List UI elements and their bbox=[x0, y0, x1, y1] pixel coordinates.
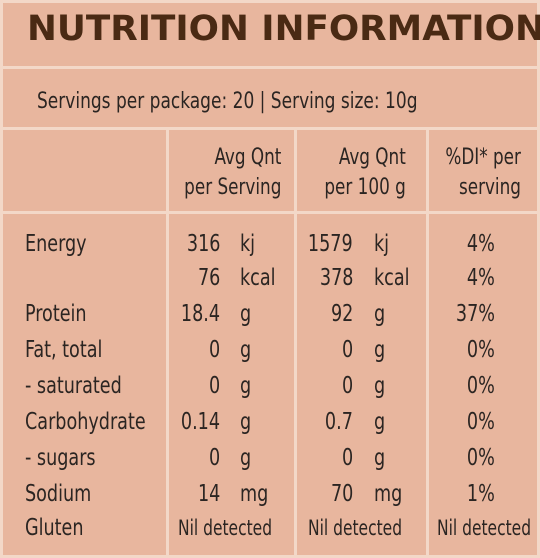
per-100g-value: 0 bbox=[341, 445, 353, 471]
per-100g-value: 0.7 bbox=[325, 409, 353, 435]
per-serving-value: 14 bbox=[197, 481, 220, 507]
gluten-per-serving: Nil detected bbox=[178, 516, 273, 540]
per-serving-unit: kcal bbox=[240, 265, 276, 291]
row-label: Gluten bbox=[25, 515, 84, 541]
per-serving-unit: kj bbox=[240, 231, 256, 257]
per-100g-value: 70 bbox=[330, 481, 353, 507]
per-100g-value: 0 bbox=[341, 373, 353, 399]
per-serving-unit: mg bbox=[240, 481, 269, 507]
per-serving-unit: g bbox=[240, 409, 252, 435]
per-100g-unit: g bbox=[374, 301, 386, 327]
row-label: Carbohydrate bbox=[25, 409, 146, 435]
per-100g-unit: g bbox=[374, 373, 386, 399]
per-serving-unit: g bbox=[240, 337, 252, 363]
header-divider bbox=[3, 211, 537, 214]
per-100g-unit: g bbox=[374, 445, 386, 471]
title-bar: NUTRITION INFORMATION bbox=[3, 3, 540, 69]
per-100g-unit: g bbox=[374, 409, 386, 435]
per-100g-unit: kcal bbox=[374, 265, 410, 291]
per-100g-value: 378 bbox=[319, 265, 353, 291]
per-100g-unit: mg bbox=[374, 481, 403, 507]
row-label: Fat, total bbox=[25, 337, 103, 363]
per-100g-value: 1579 bbox=[308, 231, 353, 257]
serving-bar: Servings per package: 20 | Serving size:… bbox=[3, 69, 537, 130]
per-serving-unit: g bbox=[240, 445, 252, 471]
per-100g-unit: kj bbox=[374, 231, 390, 257]
di-value: 1% bbox=[467, 481, 495, 507]
per-serving-value: 0.14 bbox=[180, 409, 220, 435]
serving-info: Servings per package: 20 | Serving size:… bbox=[37, 89, 418, 114]
per-serving-unit: g bbox=[240, 301, 252, 327]
panel-title: NUTRITION INFORMATION bbox=[27, 9, 540, 49]
per-serving-value: 0 bbox=[208, 373, 220, 399]
per-100g-value: 92 bbox=[330, 301, 353, 327]
di-value: 4% bbox=[467, 231, 495, 257]
per-serving-value: 0 bbox=[208, 445, 220, 471]
gluten-per-100g: Nil detected bbox=[308, 516, 403, 540]
column-divider bbox=[166, 127, 169, 558]
header-per-100g: Avg Qnt per 100 g bbox=[324, 145, 406, 200]
per-100g-value: 0 bbox=[341, 337, 353, 363]
header-per-serving: Avg Qnt per Serving bbox=[183, 145, 281, 200]
per-serving-value: 18.4 bbox=[180, 301, 220, 327]
row-label: Sodium bbox=[25, 481, 92, 507]
per-serving-value: 316 bbox=[186, 231, 220, 257]
di-value: 0% bbox=[467, 373, 495, 399]
per-100g-unit: g bbox=[374, 337, 386, 363]
di-value: 37% bbox=[455, 301, 495, 327]
per-serving-unit: g bbox=[240, 373, 252, 399]
di-value: 0% bbox=[467, 337, 495, 363]
di-value: 0% bbox=[467, 445, 495, 471]
column-divider bbox=[426, 127, 429, 558]
column-divider bbox=[294, 127, 297, 558]
gluten-di: Nil detected bbox=[437, 516, 532, 540]
per-serving-value: 0 bbox=[208, 337, 220, 363]
row-label: - saturated bbox=[25, 373, 122, 399]
di-value: 0% bbox=[467, 409, 495, 435]
per-serving-value: 76 bbox=[197, 265, 220, 291]
header-di: %DI* per serving bbox=[445, 145, 521, 200]
row-label: Protein bbox=[25, 301, 87, 327]
di-value: 4% bbox=[467, 265, 495, 291]
row-label: - sugars bbox=[25, 445, 96, 471]
row-label: Energy bbox=[25, 231, 87, 257]
